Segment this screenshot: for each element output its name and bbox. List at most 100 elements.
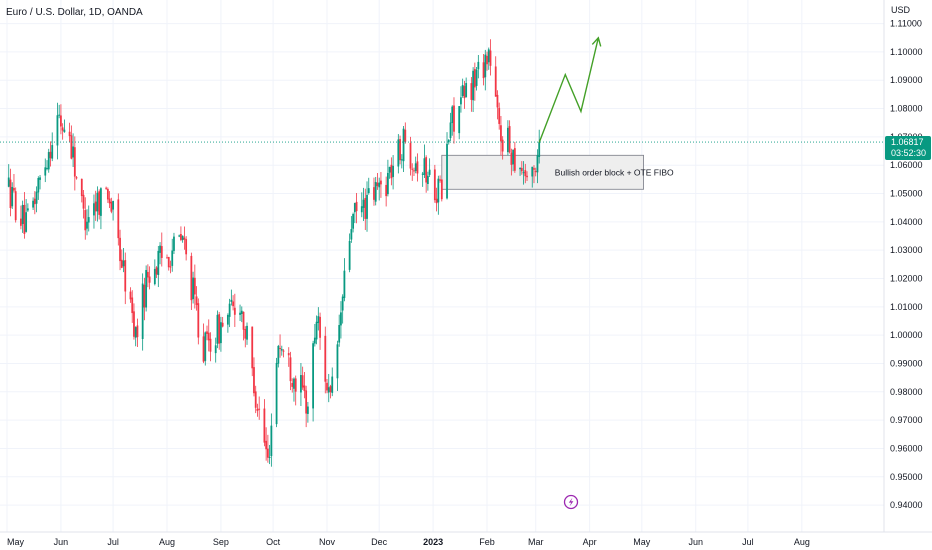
candle — [61, 123, 64, 140]
candle — [263, 399, 266, 447]
candle — [360, 192, 363, 218]
x-tick-label: May — [633, 537, 651, 547]
candle — [110, 197, 113, 214]
candle — [60, 104, 62, 135]
candle — [439, 175, 441, 183]
currency-label: USD — [891, 5, 911, 15]
candle — [192, 271, 194, 304]
candle — [350, 216, 353, 243]
candle — [167, 256, 170, 271]
candle — [500, 115, 502, 156]
candle — [87, 205, 90, 232]
candle — [228, 298, 231, 328]
candle — [134, 326, 137, 347]
candle — [451, 105, 454, 136]
candle — [364, 188, 367, 231]
candles — [7, 39, 541, 467]
candle — [108, 191, 111, 209]
candle — [56, 102, 59, 160]
candle — [25, 199, 28, 233]
candle — [94, 190, 97, 221]
candle — [289, 351, 292, 391]
candle — [178, 234, 181, 238]
x-tick-label: Aug — [159, 537, 175, 547]
candle — [265, 427, 268, 461]
candle — [494, 56, 497, 97]
candle — [133, 303, 135, 340]
candle — [169, 260, 172, 274]
candle — [463, 80, 466, 109]
candle — [482, 53, 485, 86]
x-tick-label: Feb — [479, 537, 495, 547]
y-tick-label: 0.98000 — [890, 387, 923, 397]
candle — [26, 203, 29, 212]
candle — [86, 209, 88, 236]
candle — [119, 229, 121, 271]
order-block-zone[interactable] — [441, 154, 644, 190]
candle — [146, 264, 149, 288]
y-tick-label: 1.01000 — [890, 302, 923, 312]
y-tick-label: 1.02000 — [890, 273, 923, 283]
x-tick-label: Jul — [742, 537, 754, 547]
candle — [446, 132, 448, 200]
candle — [106, 187, 109, 203]
order-block-label: Bullish order block + OTE FIBO — [555, 167, 674, 177]
candle — [472, 67, 475, 113]
candle — [385, 176, 388, 207]
candle — [374, 176, 377, 206]
candle — [486, 51, 488, 71]
candle — [513, 141, 516, 173]
candle — [157, 246, 160, 288]
candle — [336, 340, 339, 392]
candle — [23, 192, 26, 239]
candle — [386, 159, 389, 197]
candle — [461, 78, 464, 98]
candle — [282, 349, 285, 358]
candle — [84, 197, 87, 240]
candle — [100, 187, 102, 230]
candle — [470, 77, 473, 112]
x-tick-label: Apr — [583, 537, 597, 547]
candle — [291, 378, 294, 393]
y-tick-label: 1.08000 — [890, 104, 923, 114]
candle — [487, 47, 490, 70]
candle — [75, 175, 78, 180]
candle — [47, 148, 50, 173]
candle — [426, 171, 429, 191]
candle — [218, 311, 221, 350]
candle — [416, 153, 419, 182]
candle — [522, 161, 525, 185]
x-tick-label: Dec — [371, 537, 388, 547]
candle — [11, 182, 14, 210]
candle — [39, 174, 41, 190]
candle — [362, 187, 365, 221]
candle — [506, 120, 509, 156]
lightning-icon[interactable] — [563, 494, 579, 510]
candle — [340, 301, 342, 339]
candle — [355, 192, 358, 224]
candle — [477, 54, 480, 79]
candle — [312, 340, 315, 422]
candle — [458, 105, 461, 140]
candle — [392, 155, 395, 190]
candle — [423, 144, 426, 179]
x-tick-label: Nov — [319, 537, 336, 547]
candle — [366, 181, 368, 232]
candle — [294, 375, 297, 406]
projection-path[interactable] — [538, 37, 600, 143]
order-block-zone-group: Bullish order block + OTE FIBO — [441, 154, 674, 190]
candle — [63, 119, 66, 133]
candle — [70, 125, 73, 160]
candle — [33, 191, 36, 215]
x-tick-label: Mar — [528, 537, 544, 547]
candle — [397, 134, 400, 174]
candle — [413, 167, 415, 176]
candle — [279, 334, 281, 358]
candle — [197, 298, 200, 345]
candle — [338, 314, 341, 347]
candle — [171, 238, 174, 272]
candle — [21, 200, 24, 233]
candle — [326, 378, 328, 394]
y-tick-label: 0.99000 — [890, 358, 923, 368]
